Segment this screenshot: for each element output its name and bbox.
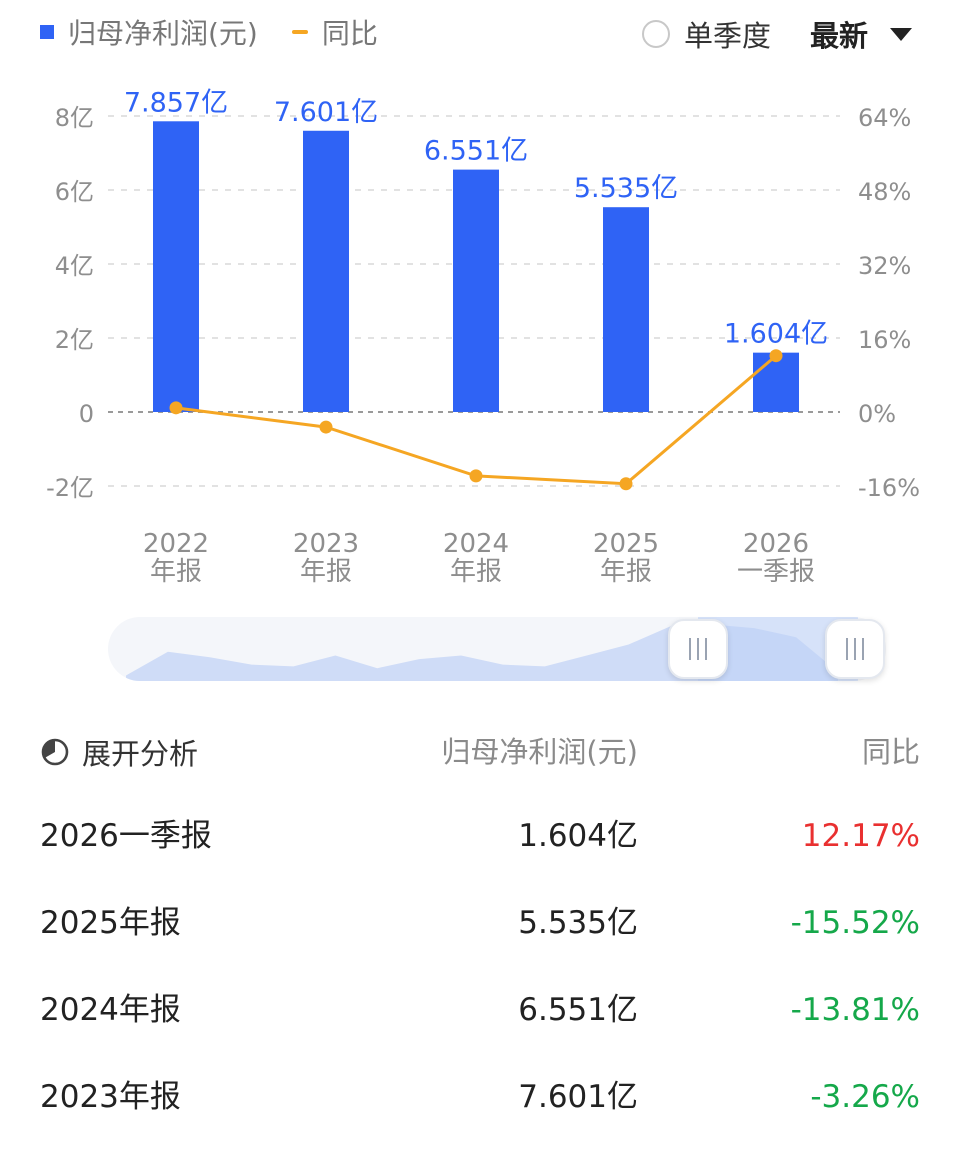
table-row[interactable]: 2026一季报 1.604亿 12.17%: [0, 806, 960, 866]
bar: [153, 121, 199, 412]
table-row[interactable]: 2024年报 6.551亿 -13.81%: [0, 980, 960, 1040]
chart-legend: 归母净利润(元) 同比: [40, 10, 378, 54]
row-yoy: -13.81%: [790, 992, 920, 1028]
bar: [603, 207, 649, 412]
y-right-tick-label: 32%: [858, 252, 911, 280]
y-right-tick-label: 48%: [858, 178, 911, 206]
y-right-tick-label: 0%: [858, 400, 896, 428]
yoy-column-header: 同比: [861, 735, 920, 769]
row-value: 6.551亿: [518, 992, 638, 1028]
slider-right-handle[interactable]: [825, 619, 885, 679]
expand-analysis-button[interactable]: 展开分析: [40, 728, 198, 776]
y-left-tick-label: 0: [79, 400, 94, 428]
line-legend-label: 同比: [321, 17, 378, 50]
row-period: 2025年报: [40, 905, 181, 941]
y-left-tick-label: -2亿: [46, 474, 94, 502]
bar-data-label: 6.551亿: [424, 136, 528, 167]
x-tick-label: 年报: [150, 557, 202, 587]
x-tick-label: 2022: [143, 529, 209, 559]
row-value: 7.601亿: [518, 1079, 638, 1115]
table-row[interactable]: 2025年报 5.535亿 -15.52%: [0, 893, 960, 953]
x-tick-label: 2026: [743, 529, 809, 559]
y-left-tick-label: 2亿: [55, 326, 94, 354]
bar: [303, 130, 349, 412]
x-tick-label: 2023: [293, 529, 359, 559]
x-tick-label: 2025: [593, 529, 659, 559]
y-right-tick-label: 16%: [858, 326, 911, 354]
x-tick-label: 年报: [450, 557, 502, 587]
bar: [453, 169, 499, 412]
grip-icon: [846, 638, 864, 660]
single-quarter-toggle[interactable]: 单季度: [642, 12, 771, 56]
row-value: 5.535亿: [518, 905, 638, 941]
row-yoy: -3.26%: [810, 1079, 920, 1115]
range-slider[interactable]: [108, 617, 886, 681]
slider-left-handle[interactable]: [668, 619, 728, 679]
bar-legend-swatch: [40, 25, 54, 39]
single-quarter-label: 单季度: [684, 19, 772, 53]
triangle-down-icon: [890, 27, 913, 41]
table-row[interactable]: 2023年报 7.601亿 -3.26%: [0, 1067, 960, 1127]
y-left-tick-label: 4亿: [55, 252, 94, 280]
row-value: 1.604亿: [518, 818, 638, 854]
y-left-tick-label: 8亿: [55, 104, 94, 132]
yoy-point: [169, 401, 183, 415]
row-period: 2026一季报: [40, 818, 212, 854]
bar-legend-label: 归母净利润(元): [68, 17, 258, 50]
overview-area-shape: [126, 624, 838, 681]
row-yoy: -15.52%: [790, 905, 920, 941]
bar: [753, 352, 799, 412]
value-column-header: 归母净利润(元): [441, 735, 638, 769]
radio-circle-icon[interactable]: [642, 20, 670, 48]
net-profit-chart: 8亿 6亿 4亿 2亿 0 -2亿 64% 48% 32% 16% 0% -16% 7.857亿 7.60…: [46, 87, 920, 587]
x-tick-label: 年报: [300, 557, 352, 587]
bar-data-label: 5.535亿: [574, 173, 678, 204]
y-left-tick-label: 6亿: [55, 178, 94, 206]
slider-overview-area: [126, 624, 838, 681]
table-header: 展开分析 归母净利润(元) 同比: [0, 728, 960, 776]
y-right-tick-label: 64%: [858, 104, 911, 132]
bar-data-label: 7.857亿: [124, 87, 228, 118]
yoy-point: [319, 420, 333, 434]
row-period: 2023年报: [40, 1079, 181, 1115]
yoy-point: [619, 477, 633, 491]
pie-chart-icon: [41, 738, 69, 766]
line-legend-swatch: [291, 30, 308, 34]
period-dropdown[interactable]: 最新: [810, 12, 913, 56]
x-tick-label: 2024: [443, 529, 509, 559]
bar-data-label: 7.601亿: [274, 97, 378, 128]
x-tick-label: 一季报: [737, 557, 815, 587]
row-yoy: 12.17%: [801, 818, 920, 854]
period-dropdown-value: 最新: [810, 19, 869, 53]
grip-icon: [689, 638, 707, 660]
expand-analysis-label: 展开分析: [82, 737, 199, 771]
bar-data-label: 1.604亿: [724, 319, 828, 350]
row-period: 2024年报: [40, 992, 181, 1028]
yoy-point: [769, 349, 783, 363]
x-tick-label: 年报: [600, 557, 652, 587]
yoy-point: [469, 469, 483, 483]
y-right-tick-label: -16%: [858, 474, 920, 502]
